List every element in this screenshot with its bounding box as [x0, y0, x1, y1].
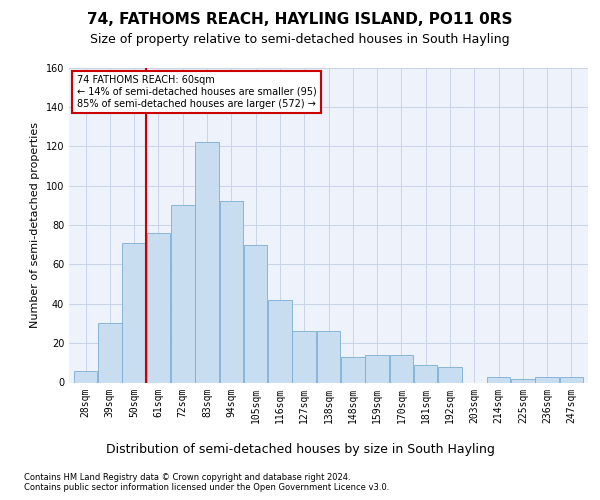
- Bar: [438, 367, 462, 382]
- Bar: [195, 142, 219, 382]
- Bar: [98, 324, 122, 382]
- Bar: [317, 332, 340, 382]
- Bar: [487, 376, 511, 382]
- Bar: [122, 242, 146, 382]
- Bar: [74, 370, 97, 382]
- Text: 74, FATHOMS REACH, HAYLING ISLAND, PO11 0RS: 74, FATHOMS REACH, HAYLING ISLAND, PO11 …: [87, 12, 513, 28]
- Bar: [341, 357, 365, 382]
- Bar: [268, 300, 292, 382]
- Text: Size of property relative to semi-detached houses in South Hayling: Size of property relative to semi-detach…: [90, 32, 510, 46]
- Bar: [389, 355, 413, 382]
- Text: Contains HM Land Registry data © Crown copyright and database right 2024.: Contains HM Land Registry data © Crown c…: [24, 472, 350, 482]
- Bar: [244, 244, 268, 382]
- Bar: [220, 202, 243, 382]
- Bar: [171, 206, 194, 382]
- Bar: [292, 332, 316, 382]
- Bar: [560, 376, 583, 382]
- Bar: [365, 355, 389, 382]
- Bar: [146, 233, 170, 382]
- Text: 74 FATHOMS REACH: 60sqm
← 14% of semi-detached houses are smaller (95)
85% of se: 74 FATHOMS REACH: 60sqm ← 14% of semi-de…: [77, 76, 317, 108]
- Text: Distribution of semi-detached houses by size in South Hayling: Distribution of semi-detached houses by …: [106, 442, 494, 456]
- Bar: [414, 365, 437, 382]
- Bar: [535, 376, 559, 382]
- Y-axis label: Number of semi-detached properties: Number of semi-detached properties: [30, 122, 40, 328]
- Bar: [511, 378, 535, 382]
- Text: Contains public sector information licensed under the Open Government Licence v3: Contains public sector information licen…: [24, 484, 389, 492]
